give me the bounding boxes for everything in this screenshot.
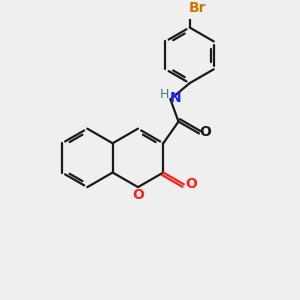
Text: O: O: [186, 177, 198, 191]
Text: Br: Br: [189, 1, 206, 15]
Text: N: N: [169, 91, 181, 105]
Text: H: H: [160, 88, 169, 101]
Text: O: O: [132, 188, 144, 202]
Text: O: O: [199, 125, 211, 139]
